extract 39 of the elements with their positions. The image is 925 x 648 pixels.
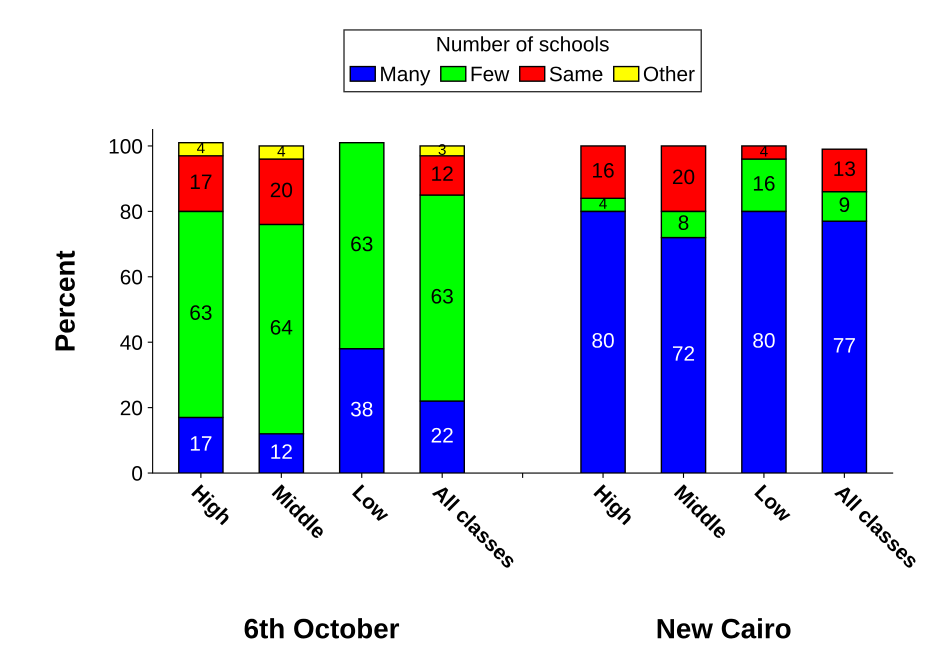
data-label: 4 bbox=[196, 142, 205, 154]
data-label: 16 bbox=[754, 176, 775, 191]
data-label: 80 bbox=[753, 333, 775, 348]
text: New Cairo bbox=[658, 618, 791, 638]
data-label: 63 bbox=[190, 305, 212, 320]
data-label: 4 bbox=[760, 146, 768, 156]
y-tick-label: 80 bbox=[120, 204, 142, 220]
data-label: 38 bbox=[350, 402, 372, 416]
data-label: 63 bbox=[432, 288, 453, 304]
text: 6th October bbox=[244, 618, 400, 638]
y-axis-title: Percent bbox=[55, 250, 75, 350]
data-label: 80 bbox=[592, 333, 614, 348]
data-label: 17 bbox=[190, 436, 212, 451]
data-label: 72 bbox=[672, 346, 694, 361]
legend-title: Number of schools bbox=[437, 36, 609, 52]
data-label: 63 bbox=[351, 236, 372, 252]
y-tick-label: 20 bbox=[120, 400, 142, 416]
data-label: 13 bbox=[834, 161, 856, 176]
y-tick-label: 40 bbox=[120, 335, 142, 350]
data-label: 12 bbox=[271, 444, 292, 459]
legend-label: Same bbox=[550, 66, 602, 82]
data-label: 20 bbox=[270, 182, 292, 198]
data-label: 20 bbox=[672, 170, 694, 184]
data-label: 4 bbox=[599, 198, 607, 209]
data-label: 4 bbox=[277, 146, 286, 156]
data-label: 12 bbox=[432, 166, 453, 181]
data-label: 64 bbox=[270, 320, 292, 335]
data-label: 77 bbox=[834, 338, 855, 352]
data-label: 16 bbox=[593, 162, 614, 178]
legend-label: Few bbox=[472, 66, 510, 82]
data-label: 9 bbox=[840, 197, 850, 212]
y-tick-label: 60 bbox=[120, 270, 142, 285]
y-tick-label: 0 bbox=[132, 466, 142, 481]
data-label: 22 bbox=[432, 428, 453, 442]
legend-label: Many bbox=[381, 66, 430, 86]
data-label: 8 bbox=[678, 215, 688, 230]
y-tick-label: 100 bbox=[110, 138, 142, 154]
legend-label: Other bbox=[644, 66, 695, 82]
data-label: 17 bbox=[190, 174, 212, 189]
